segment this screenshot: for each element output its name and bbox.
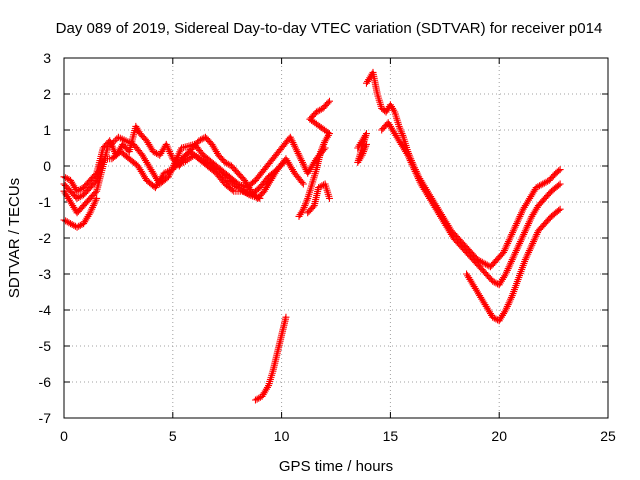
y-tick-label: 1 [43, 122, 51, 138]
grid-layer [64, 58, 608, 418]
x-tick-label: 5 [169, 428, 177, 444]
series-markers [295, 97, 333, 220]
series-markers [251, 313, 290, 404]
y-tick-label: 2 [43, 86, 51, 102]
y-tick-label: -6 [39, 374, 52, 390]
series-markers [60, 133, 329, 217]
x-tick-label: 20 [491, 428, 507, 444]
y-tick-label: -2 [39, 230, 52, 246]
x-tick-label: 0 [60, 428, 68, 444]
chart-title: Day 089 of 2019, Sidereal Day-to-day VTE… [56, 20, 603, 37]
plot-frame [63, 57, 609, 419]
y-tick-label: -3 [39, 266, 52, 282]
series-markers [304, 180, 333, 217]
series-track-e [251, 313, 290, 404]
data-layer [60, 68, 564, 404]
y-tick-label: -1 [39, 194, 52, 210]
x-tick-label: 25 [600, 428, 616, 444]
series-track-j [463, 205, 564, 325]
y-tick-label: 0 [43, 158, 51, 174]
y-tick-label: -7 [39, 410, 52, 426]
series-track-i [378, 119, 564, 289]
y-tick-label: 3 [43, 50, 51, 66]
series-markers [378, 119, 564, 289]
series-track-c [60, 133, 329, 217]
series-track-f [295, 97, 333, 220]
y-axis-label: SDTVAR / TECUs [6, 178, 23, 298]
x-tick-label: 10 [274, 428, 290, 444]
series-markers [463, 205, 564, 325]
series-track-g [304, 180, 333, 217]
x-axis-label: GPS time / hours [279, 458, 393, 475]
y-tick-label: -4 [39, 302, 52, 318]
y-tick-label: -5 [39, 338, 52, 354]
x-tick-label: 15 [383, 428, 399, 444]
